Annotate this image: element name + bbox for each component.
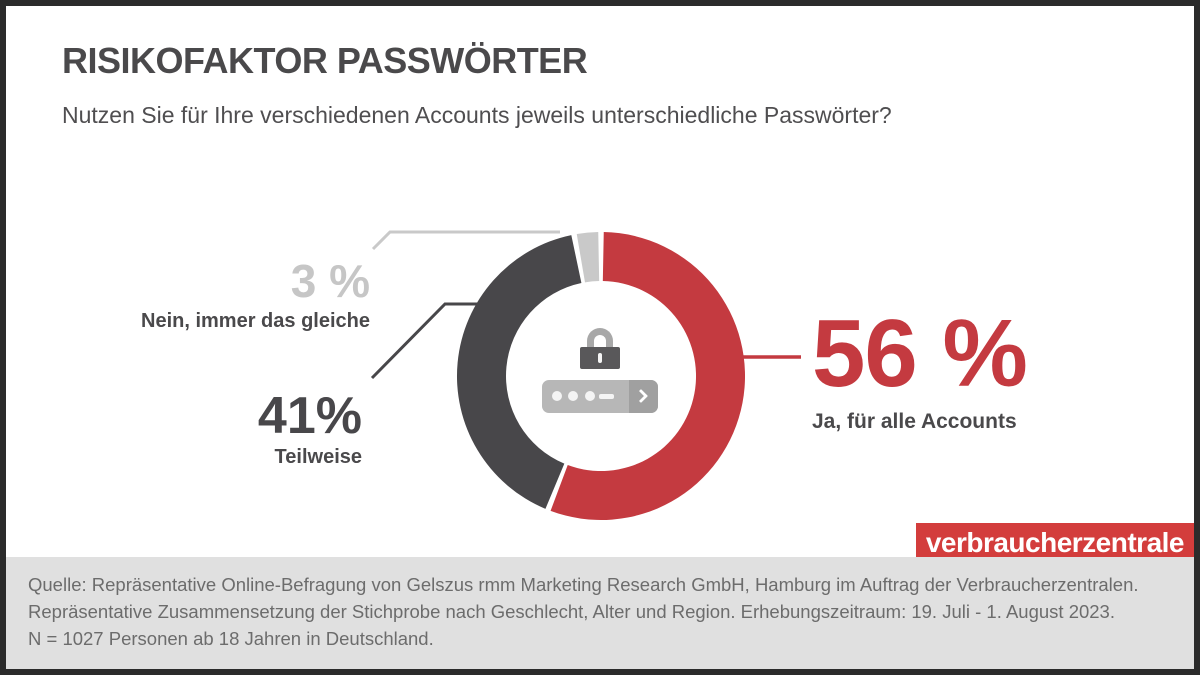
source-line-2: Repräsentative Zusammensetzung der Stich… bbox=[28, 601, 1115, 622]
value-41-percent: 41% bbox=[257, 387, 362, 445]
source-text: Quelle: Repräsentative Online-Befragung … bbox=[28, 571, 1174, 652]
password-dot-icon bbox=[568, 391, 578, 401]
source-line-3: N = 1027 Personen ab 18 Jahren in Deutsc… bbox=[28, 628, 434, 649]
verbraucherzentrale-logo: verbraucherzentrale bbox=[915, 523, 1194, 561]
callout-teilweise: 41% Teilweise bbox=[258, 390, 362, 469]
password-dot-icon bbox=[552, 391, 562, 401]
source-line-1: Quelle: Repräsentative Online-Befragung … bbox=[28, 574, 1139, 595]
padlock-icon bbox=[580, 347, 620, 369]
padlock-keyhole bbox=[598, 353, 602, 363]
donut-segment-0 bbox=[550, 232, 746, 521]
password-cursor-dash bbox=[599, 394, 614, 399]
label-ja-fuer-alle-accounts: Ja, für alle Accounts bbox=[812, 410, 1017, 433]
source-bar: Quelle: Repräsentative Online-Befragung … bbox=[6, 557, 1194, 669]
survey-question: Nutzen Sie für Ihre verschiedenen Accoun… bbox=[62, 102, 892, 128]
password-submit-cap bbox=[629, 380, 658, 413]
label-teilweise: Teilweise bbox=[274, 446, 362, 468]
callout-nein-immer-das-gleiche: 3 % Nein, immer das gleiche bbox=[141, 258, 370, 333]
page-title: RISIKOFAKTOR PASSWÖRTER bbox=[62, 40, 588, 81]
callout-ja-fuer-alle-accounts: 56 % Ja, für alle Accounts bbox=[812, 300, 1028, 434]
value-3-percent: 3 % bbox=[290, 255, 370, 307]
password-dot-icon bbox=[585, 391, 595, 401]
password-field-icon bbox=[542, 380, 658, 413]
label-nein-immer-das-gleiche: Nein, immer das gleiche bbox=[141, 310, 370, 332]
chevron-right-icon bbox=[633, 388, 649, 404]
leader-line-2 bbox=[371, 230, 560, 251]
donut-segment-2 bbox=[576, 232, 600, 283]
value-56-percent: 56 % bbox=[812, 300, 1028, 407]
leader-line-1 bbox=[370, 302, 478, 380]
padlock-shackle-icon bbox=[587, 328, 613, 350]
donut-segment-1 bbox=[456, 235, 582, 509]
